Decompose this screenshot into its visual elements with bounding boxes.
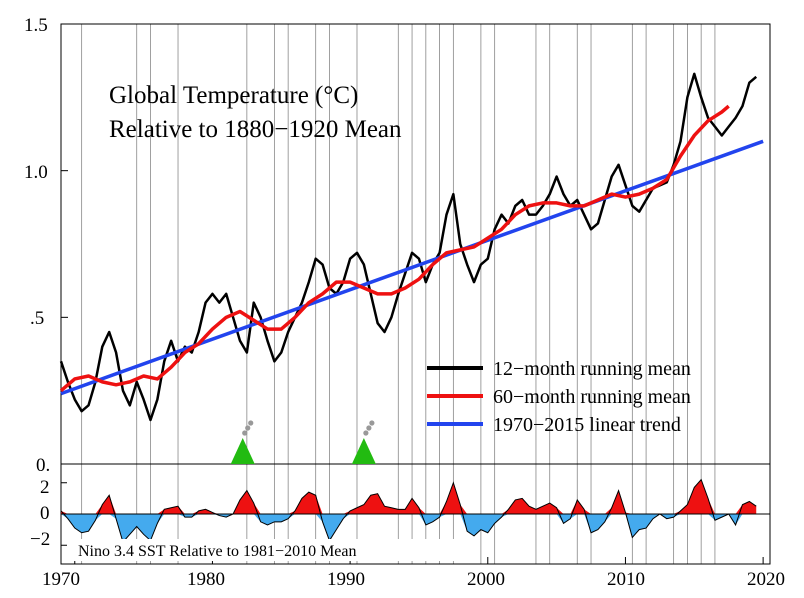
nino-line (60, 478, 757, 544)
nino-label: Nino 3.4 SST Relative to 1981−2010 Mean (78, 543, 357, 560)
chart-title: Global Temperature (°C) (109, 82, 358, 109)
nino-label-background (72, 539, 472, 561)
volcano-plume-dot (242, 430, 248, 436)
volcano-plume-dot (248, 420, 254, 426)
legend: 12−month running mean 60−month running m… (427, 358, 691, 436)
x-tick-label-2000: 2000 (467, 569, 505, 590)
series-line-1970-2015-linear-trend (60, 139, 764, 396)
legend-label-12-month: 12−month running mean (493, 358, 691, 380)
y-tick-label-0: 0. (36, 455, 50, 476)
temperature-series (59, 72, 764, 422)
nino-tick-label-2: 2 (40, 477, 50, 498)
y-tick-label-0.5: .5 (30, 308, 44, 329)
volcano-plume-dot (366, 425, 372, 431)
volcano-plume-dot (245, 425, 251, 431)
chart-subtitle: Relative to 1880−1920 Mean (109, 116, 402, 143)
volcano-plume-dot (363, 430, 369, 436)
x-tick-label-1990: 1990 (327, 569, 365, 590)
series-line-12-month-running-mean (59, 72, 758, 422)
volcano-markers (230, 420, 376, 464)
volcano-plume-dot (369, 420, 375, 426)
series-line-60-month-running-mean (59, 104, 730, 392)
volcano-marker (351, 438, 376, 464)
x-tick-label-2020: 2020 (747, 569, 785, 590)
nino-positive-area (61, 479, 757, 514)
year-gridlines (61, 23, 764, 564)
x-tick-label-1980: 1980 (187, 569, 225, 590)
volcano-marker (230, 438, 255, 464)
y-tick-label-1.5: 1.5 (24, 15, 48, 36)
legend-label-trend: 1970−2015 linear trend (493, 414, 681, 436)
nino-tick-label-minus2: −2 (30, 529, 50, 550)
nino-tick-label-0: 0 (40, 503, 50, 524)
nino-area-series (60, 478, 770, 544)
y-tick-label-1.0: 1.0 (24, 162, 48, 183)
x-tick-label-2010: 2010 (607, 569, 645, 590)
x-tick-label-1970: 1970 (42, 569, 80, 590)
nino-negative-area (61, 514, 757, 543)
legend-label-60-month: 60−month running mean (493, 386, 691, 408)
